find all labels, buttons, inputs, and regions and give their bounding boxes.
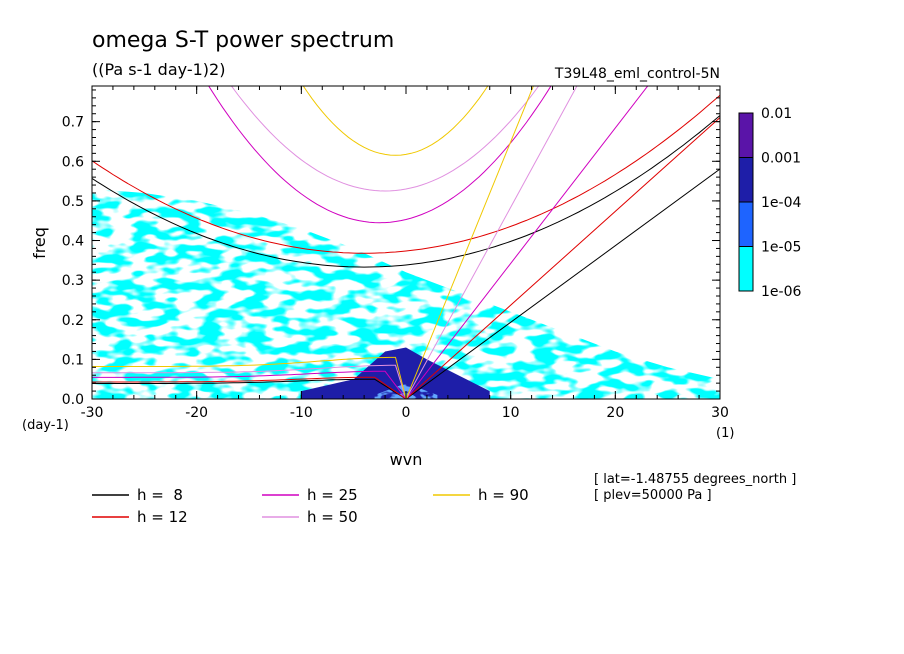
x-unit-label: (1)	[716, 426, 734, 441]
kelvin-ray-h25	[405, 86, 649, 399]
colorbar-label: 1e-05	[761, 240, 801, 256]
power-regions	[92, 189, 720, 399]
legend-label: h = 25	[307, 486, 358, 504]
colorbar-swatch	[738, 157, 754, 203]
y-unit-label: (day-1)	[22, 418, 69, 433]
ig-curve-h90	[302, 86, 489, 156]
rossby-curve-h90	[92, 356, 407, 399]
x-tick-label: 20	[606, 405, 624, 421]
power-region-1e-06	[92, 189, 720, 399]
curve-h25	[92, 86, 649, 399]
axis-ticks: -30 -20 -10 0 10 20 30 0.0 0.1 0.2 0.3 0.4 0.5 0.6 0.7	[62, 86, 729, 421]
colorbar: 0.01 0.001 1e-04 1e-05 1e-06	[738, 106, 801, 300]
dispersion-curves	[92, 86, 720, 399]
curve-h90	[92, 86, 534, 399]
power-region-1e-05	[301, 347, 490, 399]
x-tick-label: 10	[502, 405, 520, 421]
colorbar-swatch	[738, 112, 754, 158]
ig-curve-h50	[230, 86, 540, 192]
ig-curve-h8	[92, 115, 720, 268]
rossby-curve-h50	[92, 364, 407, 399]
y-tick-label: 0.3	[62, 273, 84, 289]
chart-subtitle: ((Pa s-1 day-1)2)	[92, 60, 225, 79]
x-tick-label: -10	[290, 405, 313, 421]
y-tick-label: 0.2	[62, 313, 84, 329]
y-tick-label: 0.4	[62, 234, 84, 250]
colorbar-swatch	[738, 201, 754, 247]
x-tick-label: -30	[81, 405, 104, 421]
plev-annotation: [ plev=50000 Pa ]	[594, 488, 712, 503]
curve-h12	[92, 94, 720, 399]
curve-h8	[92, 115, 720, 399]
x-tick-label: -20	[185, 405, 208, 421]
lat-annotation: [ lat=-1.48755 degrees_north ]	[594, 472, 796, 487]
kelvin-ray-h8	[405, 168, 720, 399]
y-tick-label: 0.5	[62, 194, 84, 210]
y-tick-label: 0.0	[62, 392, 84, 408]
colorbar-label: 0.01	[761, 106, 792, 122]
rossby-curve-h12	[92, 376, 407, 399]
colorbar-label: 0.001	[761, 151, 801, 167]
kelvin-ray-h50	[405, 86, 578, 399]
y-tick-label: 0.6	[62, 154, 84, 170]
y-axis-label: freq	[30, 227, 49, 259]
dataset-label: T39L48_eml_control-5N	[554, 66, 720, 82]
y-tick-label: 0.1	[62, 352, 84, 368]
curve-h50	[92, 86, 578, 399]
chart-title: omega S-T power spectrum	[92, 28, 394, 53]
legend-label: h = 50	[307, 508, 358, 526]
x-axis-label: wvn	[390, 450, 423, 469]
rossby-curve-h8	[92, 378, 407, 399]
ig-curve-h12	[92, 94, 720, 254]
legend: h = 8 h = 12 h = 25 h = 50 h = 90	[92, 486, 529, 526]
colorbar-label: 1e-04	[761, 195, 801, 211]
colorbar-label: 1e-06	[761, 284, 801, 300]
kelvin-ray-h90	[405, 86, 534, 399]
colorbar-swatch	[738, 246, 754, 292]
legend-label: h = 8	[137, 486, 183, 504]
kelvin-ray-h12	[405, 117, 720, 399]
y-tick-label: 0.7	[62, 115, 84, 131]
ig-curve-h25	[208, 86, 552, 224]
legend-label: h = 90	[478, 486, 529, 504]
rossby-curve-h25	[92, 370, 407, 399]
legend-label: h = 12	[137, 508, 188, 526]
x-tick-label: 0	[402, 405, 411, 421]
x-tick-label: 30	[711, 405, 729, 421]
